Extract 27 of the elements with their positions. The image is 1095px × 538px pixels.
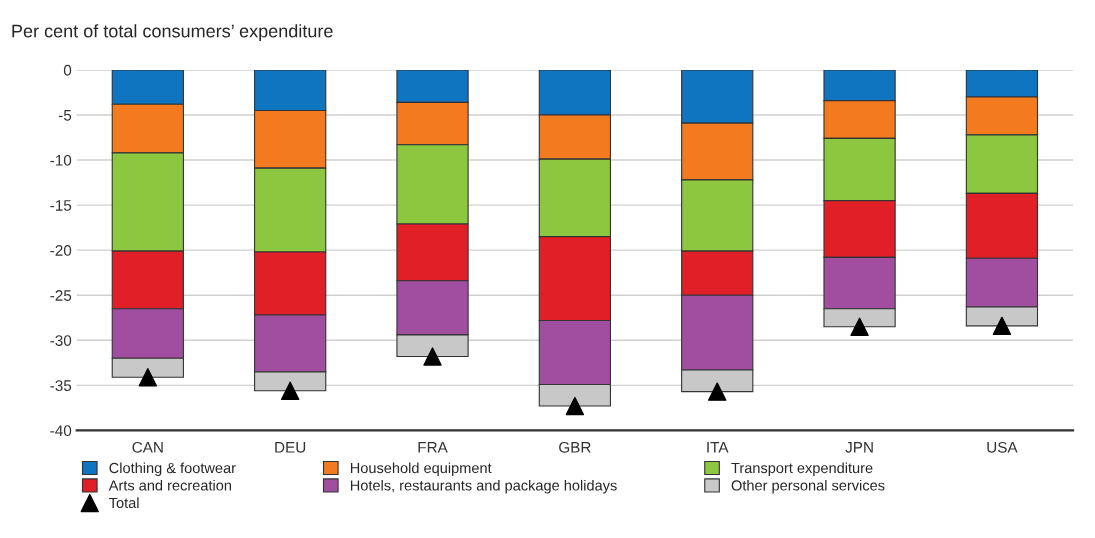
legend-label: Arts and recreation (108, 479, 231, 491)
y-tick-label: -30 (50, 335, 72, 346)
x-tick-label: ITA (707, 442, 729, 453)
y-tick-label: 0 (63, 64, 72, 76)
y-tick-label: -20 (50, 245, 72, 256)
x-tick-label: GBR (559, 441, 591, 453)
x-tick-label: JPN (845, 442, 873, 453)
x-tick-label: CAN (132, 441, 163, 453)
y-tick-label: -15 (50, 200, 72, 211)
point (708, 382, 727, 401)
legend-label: Transport expenditure (731, 462, 873, 477)
chart-title: Per cent of total consumers’ expenditure (12, 24, 333, 42)
x-tick-label: FRA (418, 442, 448, 453)
y-tick-label: -25 (50, 290, 72, 301)
legend-label: Total (109, 497, 139, 509)
y-tick-label: -35 (50, 380, 72, 392)
point (423, 347, 442, 366)
y-tick-label: -10 (50, 154, 72, 166)
legend-label: Household equipment (350, 462, 492, 477)
legend-label: Clothing & footwear (109, 462, 236, 477)
point (565, 396, 585, 416)
x-tick-label: DEU (275, 442, 306, 453)
y-tick-label: -40 (50, 425, 72, 437)
legend-label: Other personal services (731, 479, 885, 494)
y-tick-label: -5 (58, 110, 72, 121)
legend-label: Hotels, restaurants and package holidays (350, 479, 617, 494)
x-tick-label: USA (987, 441, 1018, 453)
